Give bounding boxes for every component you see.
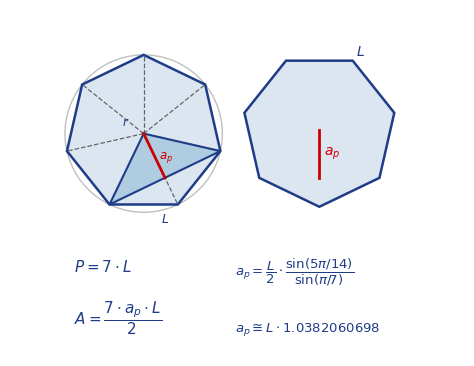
Text: $L$: $L$ <box>161 213 169 225</box>
Text: $a_p$: $a_p$ <box>324 146 340 162</box>
Polygon shape <box>109 134 220 205</box>
Polygon shape <box>245 61 394 207</box>
Text: $P = 7 \cdot L$: $P = 7 \cdot L$ <box>74 259 132 275</box>
Polygon shape <box>67 55 220 205</box>
Text: $a_p$: $a_p$ <box>159 150 173 165</box>
Text: $a_p \cong L \cdot 1.0382060698$: $a_p \cong L \cdot 1.0382060698$ <box>235 321 381 338</box>
Text: $A = \dfrac{7 \cdot a_p \cdot L}{2}$: $A = \dfrac{7 \cdot a_p \cdot L}{2}$ <box>74 300 163 337</box>
Text: $r$: $r$ <box>122 116 129 128</box>
Text: $a_p = \dfrac{L}{2} \cdot \dfrac{\sin(5\pi/14)}{\sin(\pi/7)}$: $a_p = \dfrac{L}{2} \cdot \dfrac{\sin(5\… <box>235 257 354 288</box>
Text: L: L <box>356 45 364 59</box>
